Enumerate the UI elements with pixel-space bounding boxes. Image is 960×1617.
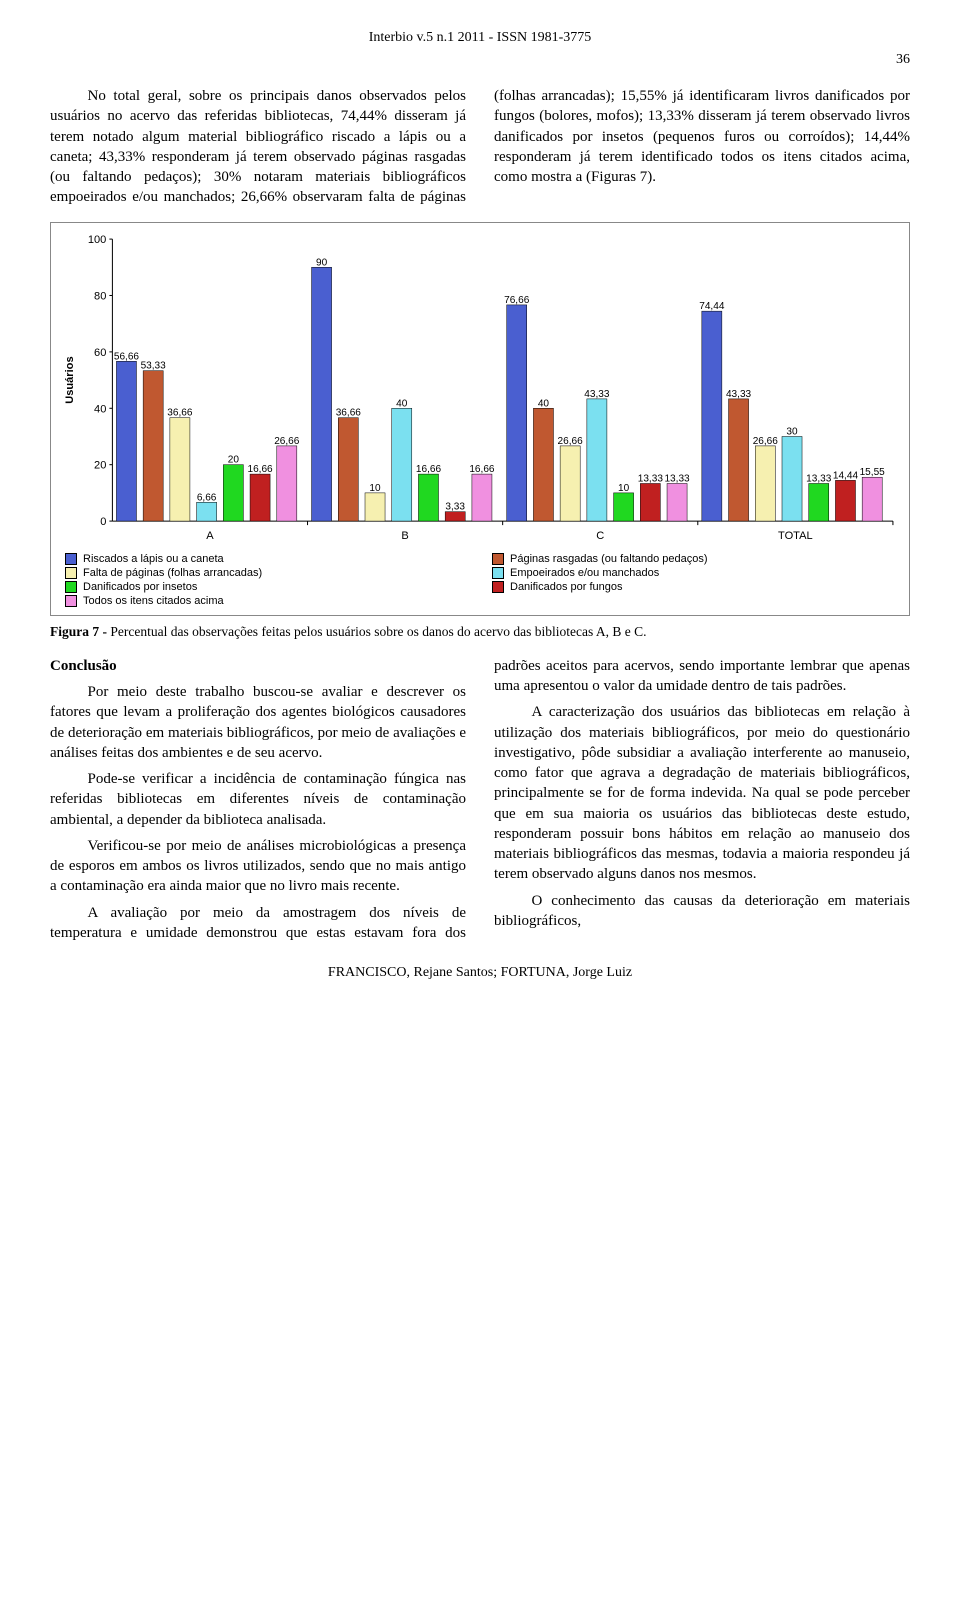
svg-text:40: 40 bbox=[538, 398, 550, 409]
figure-caption-label: Figura 7 - bbox=[50, 624, 110, 639]
legend-item: Todos os itens citados acima bbox=[65, 595, 468, 607]
page-footer: FRANCISCO, Rejane Santos; FORTUNA, Jorge… bbox=[50, 965, 910, 981]
svg-text:13,33: 13,33 bbox=[806, 473, 832, 484]
svg-text:14,44: 14,44 bbox=[833, 470, 859, 481]
legend-label: Páginas rasgadas (ou faltando pedaços) bbox=[510, 553, 708, 565]
svg-text:26,66: 26,66 bbox=[558, 435, 584, 446]
legend-swatch bbox=[492, 567, 504, 579]
svg-text:TOTAL: TOTAL bbox=[778, 530, 813, 542]
svg-text:40: 40 bbox=[396, 398, 408, 409]
svg-text:B: B bbox=[401, 530, 408, 542]
conclusion-p2: Pode-se verificar a incidência de contam… bbox=[50, 769, 466, 830]
svg-text:A: A bbox=[206, 530, 214, 542]
figure-caption: Figura 7 - Percentual das observações fe… bbox=[50, 624, 910, 640]
legend-item: Danificados por insetos bbox=[65, 581, 468, 593]
legend-label: Riscados a lápis ou a caneta bbox=[83, 553, 224, 565]
svg-text:C: C bbox=[596, 530, 604, 542]
legend-swatch bbox=[65, 595, 77, 607]
svg-text:15,55: 15,55 bbox=[860, 467, 886, 478]
figure-caption-text: Percentual das observações feitas pelos … bbox=[110, 624, 646, 639]
journal-header: Interbio v.5 n.1 2011 - ISSN 1981-3775 bbox=[50, 30, 910, 46]
legend-item: Falta de páginas (folhas arrancadas) bbox=[65, 567, 468, 579]
legend-item: Páginas rasgadas (ou faltando pedaços) bbox=[492, 553, 895, 565]
legend-item: Riscados a lápis ou a caneta bbox=[65, 553, 468, 565]
legend-item: Danificados por fungos bbox=[492, 581, 895, 593]
svg-text:6,66: 6,66 bbox=[197, 492, 217, 503]
page-number: 36 bbox=[50, 52, 910, 68]
legend-label: Empoeirados e/ou manchados bbox=[510, 567, 659, 579]
conclusion-p3: Verificou-se por meio de análises microb… bbox=[50, 836, 466, 897]
legend-swatch bbox=[65, 581, 77, 593]
svg-text:76,66: 76,66 bbox=[504, 294, 530, 305]
svg-text:Usuários: Usuários bbox=[64, 356, 76, 403]
svg-text:16,66: 16,66 bbox=[469, 464, 495, 475]
svg-text:36,66: 36,66 bbox=[336, 407, 362, 418]
svg-text:90: 90 bbox=[316, 257, 328, 268]
conclusion-p5: A caracterização dos usuários das biblio… bbox=[494, 702, 910, 884]
legend-label: Danificados por insetos bbox=[83, 581, 197, 593]
svg-text:20: 20 bbox=[94, 459, 106, 471]
svg-text:80: 80 bbox=[94, 290, 106, 302]
svg-text:43,33: 43,33 bbox=[584, 388, 610, 399]
svg-text:26,66: 26,66 bbox=[753, 435, 779, 446]
svg-text:16,66: 16,66 bbox=[416, 464, 442, 475]
svg-text:3,33: 3,33 bbox=[445, 501, 465, 512]
svg-text:10: 10 bbox=[369, 482, 381, 493]
legend-label: Falta de páginas (folhas arrancadas) bbox=[83, 567, 262, 579]
svg-text:30: 30 bbox=[786, 426, 798, 437]
bar-chart-svg: Usuários 0 20 40 60 80 100 56,6653,33 36,66 6,66 2… bbox=[57, 227, 903, 549]
svg-text:13,33: 13,33 bbox=[664, 473, 690, 484]
conclusion-p1: Por meio deste trabalho buscou-se avalia… bbox=[50, 682, 466, 763]
svg-text:16,66: 16,66 bbox=[247, 464, 273, 475]
svg-text:10: 10 bbox=[618, 482, 630, 493]
legend-swatch bbox=[492, 581, 504, 593]
svg-text:74,44: 74,44 bbox=[699, 301, 725, 312]
conclusion-heading: Conclusão bbox=[50, 656, 466, 676]
svg-text:43,33: 43,33 bbox=[726, 388, 752, 399]
svg-text:56,66: 56,66 bbox=[114, 351, 140, 362]
svg-text:26,66: 26,66 bbox=[274, 435, 300, 446]
figure7-chart: Usuários 0 20 40 60 80 100 56,6653,33 36,66 6,66 2… bbox=[50, 222, 910, 616]
svg-text:0: 0 bbox=[100, 516, 106, 528]
svg-text:53,33: 53,33 bbox=[141, 360, 167, 371]
svg-text:20: 20 bbox=[228, 454, 240, 465]
legend-swatch bbox=[65, 567, 77, 579]
top-paragraph-block: No total geral, sobre os principais dano… bbox=[50, 86, 910, 208]
svg-text:36,66: 36,66 bbox=[167, 407, 193, 418]
legend-label: Todos os itens citados acima bbox=[83, 595, 224, 607]
top-paragraph: No total geral, sobre os principais dano… bbox=[50, 86, 910, 208]
chart-legend: Riscados a lápis ou a caneta Páginas rasg… bbox=[57, 549, 903, 609]
svg-text:13,33: 13,33 bbox=[638, 473, 664, 484]
svg-text:100: 100 bbox=[88, 234, 106, 246]
legend-item: Empoeirados e/ou manchados bbox=[492, 567, 895, 579]
conclusion-block: Conclusão Por meio deste trabalho buscou… bbox=[50, 656, 910, 943]
legend-label: Danificados por fungos bbox=[510, 581, 623, 593]
svg-text:40: 40 bbox=[94, 403, 106, 415]
legend-swatch bbox=[492, 553, 504, 565]
legend-swatch bbox=[65, 553, 77, 565]
svg-text:60: 60 bbox=[94, 346, 106, 358]
conclusion-p6: O conhecimento das causas da deterioraçã… bbox=[494, 891, 910, 932]
